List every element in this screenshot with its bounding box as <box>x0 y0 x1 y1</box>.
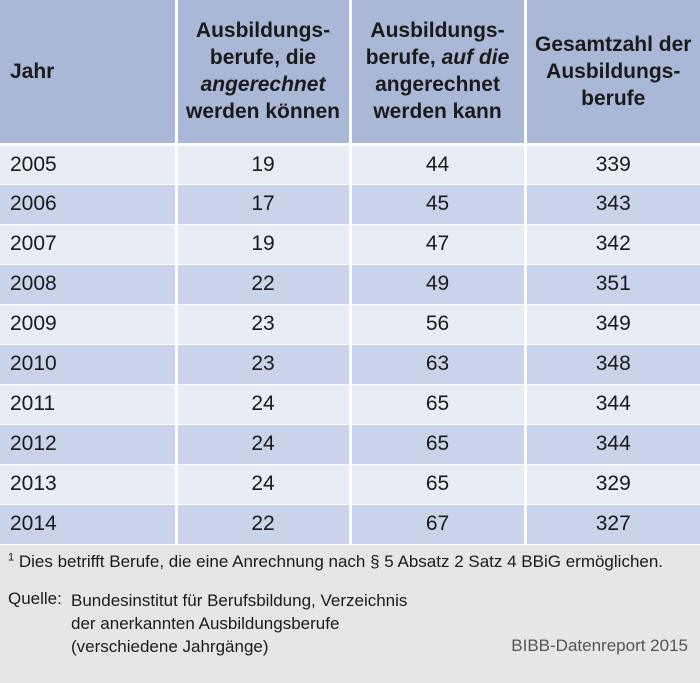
source-label: Quelle: <box>8 589 62 608</box>
table-row: 2012 24 65 344 <box>0 424 700 465</box>
footnote: 1 Dies betrifft Berufe, die eine Anrechn… <box>8 552 663 572</box>
cell-credited-count: 19 <box>176 144 352 185</box>
cell-year: 2009 <box>0 304 178 345</box>
cell-total-count: 339 <box>525 144 700 185</box>
table-row: 2010 23 63 348 <box>0 344 700 385</box>
footnote-text: Dies betrifft Berufe, die eine Anrechnun… <box>14 552 664 571</box>
header-col2-line2b: auf die <box>441 46 510 70</box>
table-row: 2005 19 44 339 <box>0 144 700 185</box>
table-row: 2006 17 45 343 <box>0 184 700 225</box>
cell-total-count: 344 <box>525 424 700 465</box>
cell-total-count: 344 <box>525 384 700 425</box>
cell-credited-count: 24 <box>176 424 352 465</box>
source-text: Bundesinstitut für Berufsbildung, Verzei… <box>71 589 407 658</box>
header-col2-line4: werden kann <box>373 100 502 124</box>
source-line: der anerkannten Ausbildungsberufe <box>71 614 340 633</box>
cell-total-count: 349 <box>525 304 700 345</box>
cell-target-count: 56 <box>350 304 527 345</box>
header-col1-line3: angerechnet <box>200 73 326 97</box>
cell-target-count: 44 <box>350 144 527 185</box>
cell-target-count: 49 <box>350 264 527 305</box>
cell-year: 2006 <box>0 184 178 225</box>
cell-total-count: 342 <box>525 224 700 265</box>
cell-target-count: 67 <box>350 504 527 545</box>
source-credit: BIBB-Datenreport 2015 <box>511 636 688 655</box>
cell-year: 2007 <box>0 224 178 265</box>
header-col1-line2: berufe, die <box>209 46 317 70</box>
header-col3-line3: berufe <box>581 86 646 110</box>
cell-credited-count: 22 <box>176 504 352 545</box>
header-col1-line4: werden können <box>185 100 341 124</box>
header-total-professions: Gesamtzahl der Ausbildungs- berufe <box>525 0 700 146</box>
cell-target-count: 63 <box>350 344 527 385</box>
cell-year: 2014 <box>0 504 178 545</box>
cell-year: 2013 <box>0 464 178 505</box>
cell-total-count: 327 <box>525 504 700 545</box>
cell-credited-count: 23 <box>176 304 352 345</box>
header-col1-line1: Ausbildungs- <box>195 19 331 43</box>
header-col3-line2: Ausbildungs- <box>546 59 681 83</box>
table-row: 2007 19 47 342 <box>0 224 700 265</box>
header-col2-line1: Ausbildungs- <box>370 19 505 43</box>
cell-credited-count: 22 <box>176 264 352 305</box>
table-row: 2008 22 49 351 <box>0 264 700 305</box>
table-row: 2011 24 65 344 <box>0 384 700 425</box>
cell-target-count: 65 <box>350 424 527 465</box>
header-credited-professions: Ausbildungs- berufe, die angerechnet wer… <box>176 0 352 146</box>
table-footer: 1 Dies betrifft Berufe, die eine Anrechn… <box>0 547 700 683</box>
cell-year: 2005 <box>0 144 178 185</box>
header-col3-line1: Gesamtzahl der <box>535 32 692 56</box>
table-row: 2014 22 67 327 <box>0 504 700 545</box>
cell-credited-count: 19 <box>176 224 352 265</box>
header-target-professions: Ausbildungs- berufe, auf die angerechnet… <box>350 0 527 146</box>
table-row: 2013 24 65 329 <box>0 464 700 505</box>
cell-credited-count: 24 <box>176 464 352 505</box>
cell-year: 2010 <box>0 344 178 385</box>
cell-total-count: 351 <box>525 264 700 305</box>
header-col2-line3: angerechnet <box>375 73 500 97</box>
source-line: (verschiedene Jahrgänge) <box>71 637 269 656</box>
cell-year: 2012 <box>0 424 178 465</box>
header-col2-line2a: berufe, <box>365 46 436 70</box>
cell-target-count: 65 <box>350 384 527 425</box>
cell-total-count: 343 <box>525 184 700 225</box>
cell-target-count: 47 <box>350 224 527 265</box>
cell-credited-count: 23 <box>176 344 352 385</box>
source-line: Bundesinstitut für Berufsbildung, Verzei… <box>71 591 408 610</box>
cell-credited-count: 17 <box>176 184 352 225</box>
cell-credited-count: 24 <box>176 384 352 425</box>
data-table: Jahr Ausbildungs- berufe, die angerechne… <box>0 0 700 545</box>
cell-target-count: 65 <box>350 464 527 505</box>
cell-year: 2008 <box>0 264 178 305</box>
table-row: 2009 23 56 349 <box>0 304 700 345</box>
cell-target-count: 45 <box>350 184 527 225</box>
footnote-mark: 1 <box>8 551 15 564</box>
cell-total-count: 348 <box>525 344 700 385</box>
table-body: 2005 19 44 339 2006 17 45 343 2007 19 47 342 2008 22 4… <box>0 144 700 545</box>
cell-total-count: 329 <box>525 464 700 505</box>
header-row: Jahr Ausbildungs- berufe, die angerechne… <box>0 0 700 146</box>
header-year: Jahr <box>0 0 178 146</box>
header-year-label: Jahr <box>10 59 55 83</box>
cell-year: 2011 <box>0 384 178 425</box>
